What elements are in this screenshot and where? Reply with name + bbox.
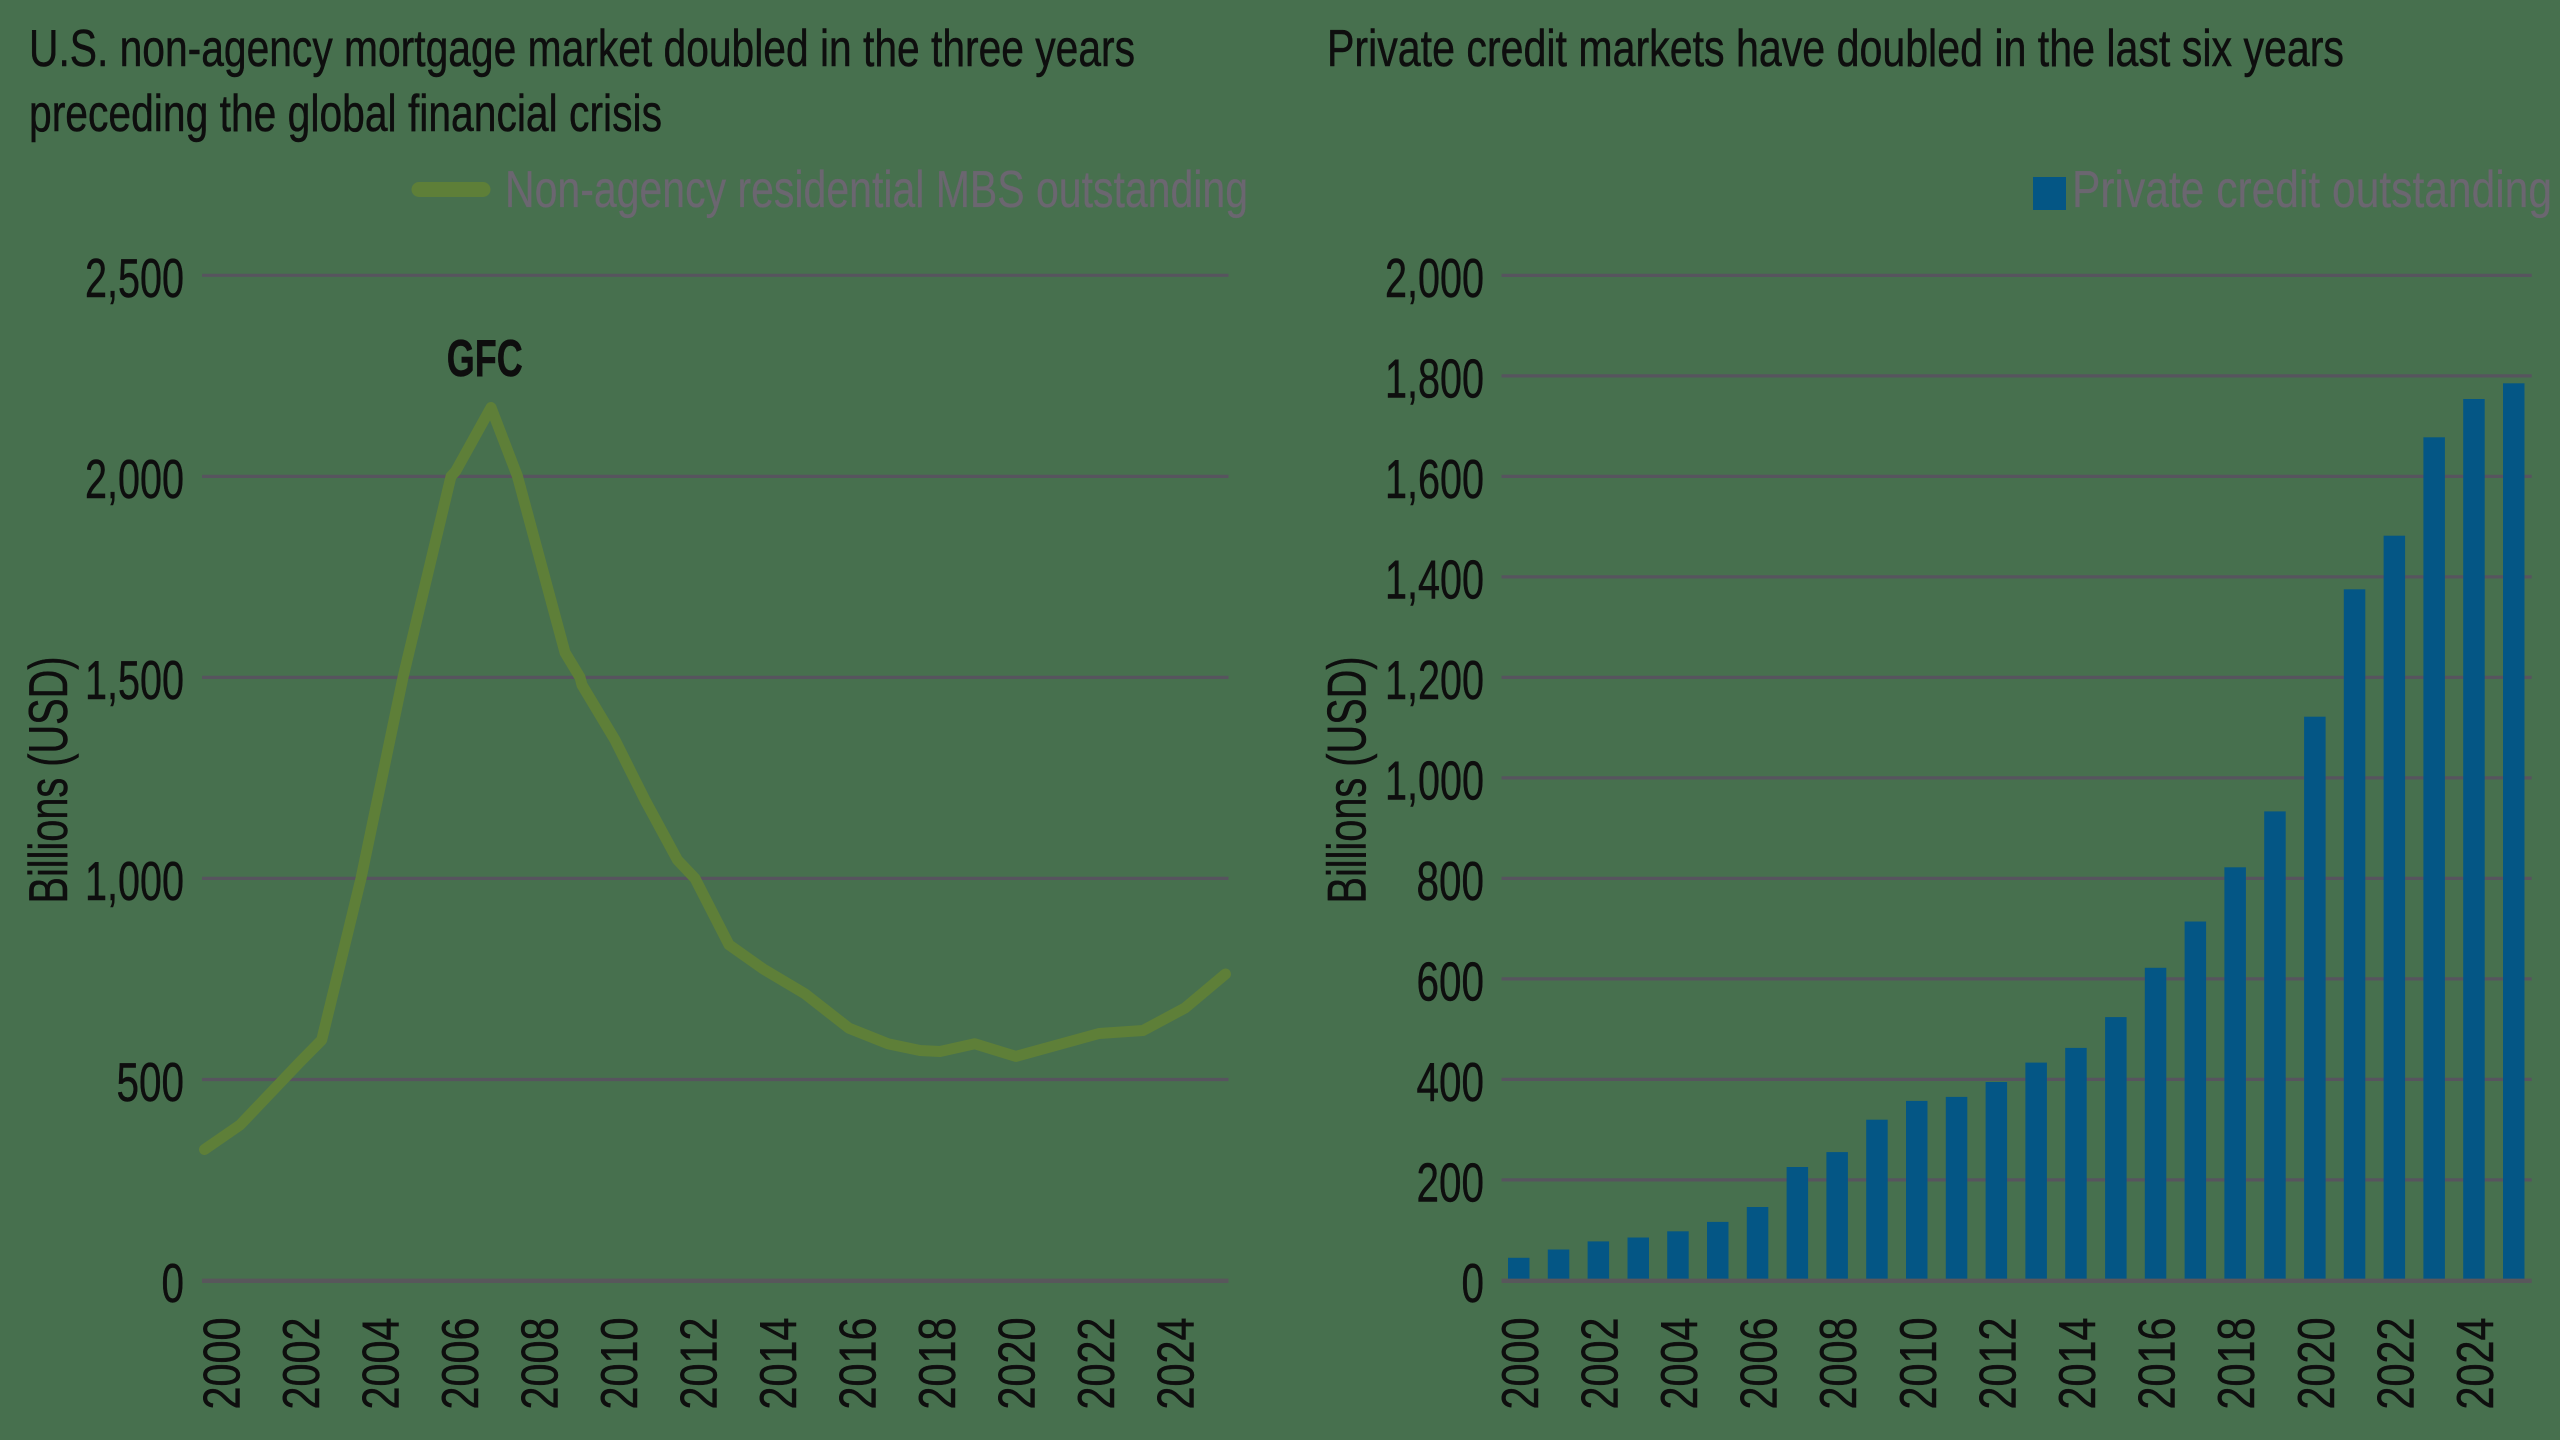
svg-text:1,400: 1,400 bbox=[1385, 549, 1484, 611]
svg-text:2000: 2000 bbox=[194, 1318, 252, 1410]
svg-text:2006: 2006 bbox=[432, 1318, 490, 1410]
svg-text:1,600: 1,600 bbox=[1385, 448, 1484, 510]
svg-text:2002: 2002 bbox=[273, 1318, 331, 1410]
svg-text:2022: 2022 bbox=[2367, 1318, 2425, 1410]
svg-text:1,200: 1,200 bbox=[1385, 649, 1484, 711]
svg-text:1,500: 1,500 bbox=[85, 649, 184, 711]
svg-text:0: 0 bbox=[1462, 1252, 1485, 1314]
svg-text:2,000: 2,000 bbox=[1385, 247, 1484, 309]
svg-text:2002: 2002 bbox=[1571, 1318, 1629, 1410]
svg-text:500: 500 bbox=[117, 1051, 185, 1113]
svg-text:2020: 2020 bbox=[2288, 1318, 2346, 1410]
svg-text:2008: 2008 bbox=[1810, 1318, 1868, 1410]
svg-text:2024: 2024 bbox=[2447, 1318, 2505, 1410]
svg-text:2010: 2010 bbox=[1890, 1318, 1948, 1410]
svg-text:2000: 2000 bbox=[1492, 1318, 1550, 1410]
svg-text:Non-agency residential MBS out: Non-agency residential MBS outstanding bbox=[505, 161, 1248, 219]
svg-text:200: 200 bbox=[1417, 1152, 1485, 1214]
svg-text:2022: 2022 bbox=[1068, 1318, 1126, 1410]
svg-text:GFC: GFC bbox=[447, 330, 523, 388]
svg-text:400: 400 bbox=[1417, 1051, 1485, 1113]
svg-text:2016: 2016 bbox=[830, 1318, 888, 1410]
svg-text:2004: 2004 bbox=[353, 1318, 411, 1410]
svg-text:2006: 2006 bbox=[1731, 1318, 1789, 1410]
svg-text:2014: 2014 bbox=[750, 1318, 808, 1410]
svg-text:Private credit markets have do: Private credit markets have doubled in t… bbox=[1327, 20, 2344, 78]
svg-text:2020: 2020 bbox=[989, 1318, 1047, 1410]
svg-text:2016: 2016 bbox=[2129, 1318, 2187, 1410]
svg-text:U.S. non-agency mortgage marke: U.S. non-agency mortgage market doubled … bbox=[29, 20, 1135, 78]
svg-text:0: 0 bbox=[162, 1252, 185, 1314]
svg-text:1,000: 1,000 bbox=[85, 850, 184, 912]
svg-text:600: 600 bbox=[1417, 951, 1485, 1013]
svg-text:1,000: 1,000 bbox=[1385, 750, 1484, 812]
svg-text:2008: 2008 bbox=[512, 1318, 570, 1410]
svg-text:1,800: 1,800 bbox=[1385, 348, 1484, 410]
svg-text:2024: 2024 bbox=[1148, 1318, 1206, 1410]
svg-text:2012: 2012 bbox=[671, 1318, 729, 1410]
svg-text:2,500: 2,500 bbox=[85, 247, 184, 309]
svg-text:Billions (USD): Billions (USD) bbox=[1316, 657, 1378, 904]
svg-text:2018: 2018 bbox=[909, 1318, 967, 1410]
svg-text:preceding the global financial: preceding the global financial crisis bbox=[29, 85, 662, 143]
svg-text:2,000: 2,000 bbox=[85, 448, 184, 510]
svg-text:Private credit outstanding: Private credit outstanding bbox=[2072, 161, 2552, 219]
svg-text:2004: 2004 bbox=[1651, 1318, 1709, 1410]
svg-text:2012: 2012 bbox=[1969, 1318, 2027, 1410]
svg-text:800: 800 bbox=[1417, 850, 1485, 912]
svg-text:2014: 2014 bbox=[2049, 1318, 2107, 1410]
svg-text:Billions (USD): Billions (USD) bbox=[17, 657, 79, 904]
svg-text:2018: 2018 bbox=[2208, 1318, 2266, 1410]
svg-text:2010: 2010 bbox=[591, 1318, 649, 1410]
